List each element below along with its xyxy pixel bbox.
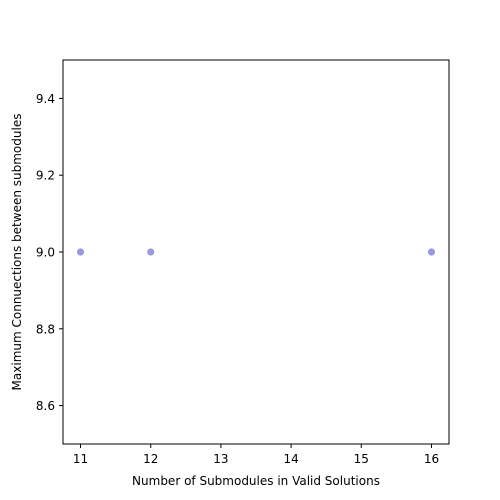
x-tick-label: 14 <box>283 452 298 466</box>
y-tick-label: 8.6 <box>36 399 55 413</box>
x-tick-label: 15 <box>354 452 369 466</box>
x-tick-label: 12 <box>143 452 158 466</box>
y-tick-label: 9.4 <box>36 92 55 106</box>
x-tick-label: 11 <box>73 452 88 466</box>
y-axis-label: Maximum Connuections between submodules <box>10 114 24 391</box>
y-axis-ticks: 8.6 8.8 9.0 9.2 9.4 <box>36 92 63 413</box>
data-points <box>76 248 436 256</box>
y-tick-label: 8.8 <box>36 322 55 336</box>
x-axis-label: Number of Submodules in Valid Solutions <box>132 474 380 488</box>
x-tick-label: 16 <box>424 452 439 466</box>
x-axis-ticks: 11 12 13 14 15 16 <box>73 444 439 466</box>
data-point <box>427 248 436 256</box>
y-tick-label: 9.0 <box>36 246 55 260</box>
plot-area <box>62 59 450 445</box>
data-point <box>76 248 85 256</box>
y-tick-label: 9.2 <box>36 169 55 183</box>
x-tick-label: 13 <box>213 452 228 466</box>
data-point <box>147 248 155 256</box>
